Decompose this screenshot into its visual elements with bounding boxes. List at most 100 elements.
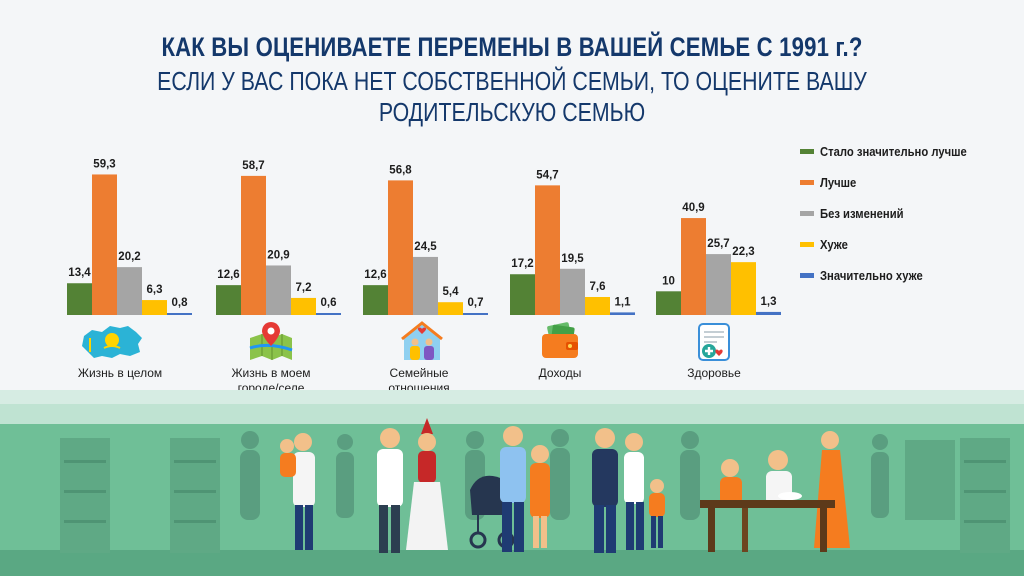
category-label: Здоровье — [654, 366, 774, 381]
bar — [656, 291, 681, 315]
bar-value-label: 25,7 — [707, 238, 729, 250]
legend-item: Значительно хуже — [800, 260, 983, 291]
person-groom — [377, 428, 403, 553]
map-pin-icon — [249, 322, 293, 360]
category-label: Доходы — [500, 366, 620, 381]
bar-group: 17,2 54,7 19,5 7,6 1,1 — [510, 169, 635, 315]
bar — [316, 313, 341, 315]
scene-band — [0, 390, 1024, 404]
bar — [560, 268, 585, 315]
bar — [610, 312, 635, 315]
bar — [756, 311, 781, 315]
bar-value-label: 19,5 — [561, 253, 584, 265]
bar-value-label: 6,3 — [147, 284, 163, 296]
family-scene-illustration — [0, 390, 1024, 576]
window — [905, 440, 955, 520]
category-label-line: Здоровье — [687, 366, 741, 380]
medical-record-icon — [698, 323, 730, 361]
bar-value-label: 12,6 — [217, 269, 239, 281]
bar-value-label: 20,2 — [118, 251, 140, 263]
bar — [142, 300, 167, 315]
bar-value-label: 10 — [662, 275, 675, 287]
bar-value-label: 56,8 — [389, 164, 412, 176]
bar-value-label: 0,7 — [468, 297, 484, 309]
bar-value-label: 20,9 — [267, 249, 289, 261]
legend-label: Хуже — [820, 237, 848, 252]
category-label-line: Доходы — [538, 366, 582, 380]
person-bride — [406, 418, 448, 550]
legend-swatch — [800, 242, 814, 247]
bar-value-label: 1,3 — [761, 296, 777, 308]
bar — [363, 285, 388, 315]
person-father — [500, 426, 526, 552]
legend-swatch — [800, 273, 814, 278]
bar — [535, 185, 560, 315]
legend-item: Стало значительно лучше — [800, 136, 983, 167]
legend-swatch — [800, 180, 814, 185]
person-father-2 — [592, 428, 618, 553]
bar — [117, 267, 142, 315]
bar — [731, 262, 756, 315]
wallet-icon — [542, 322, 578, 358]
family-house-icon — [401, 321, 443, 360]
bar-value-label: 0,6 — [321, 297, 337, 309]
legend-item: Хуже — [800, 229, 983, 260]
bar-value-label: 22,3 — [732, 246, 754, 258]
bar-chart: 13,459,320,26,30,812,658,720,97,20,612,6… — [67, 158, 781, 315]
legend-swatch — [800, 149, 814, 154]
bar-value-label: 12,6 — [364, 269, 386, 281]
legend-label: Без изменений — [820, 206, 904, 221]
bar — [388, 180, 413, 315]
category-label-line: Семейные — [389, 366, 449, 380]
category-label-line: Жизнь в целом — [77, 366, 163, 380]
bar-value-label: 5,4 — [443, 286, 460, 298]
legend-item: Без изменений — [800, 198, 983, 229]
category-label: Жизнь в целом — [60, 366, 180, 381]
person-mother-2 — [624, 433, 644, 550]
person-child — [649, 479, 665, 548]
person-woman-orange — [530, 445, 550, 548]
bar — [706, 254, 731, 315]
bar-group: 12,6 56,8 24,5 5,4 0,7 — [363, 164, 488, 315]
bar-value-label: 58,7 — [242, 160, 264, 172]
bookshelf — [60, 438, 1010, 553]
bar — [167, 313, 192, 315]
person-mother-child — [280, 433, 315, 550]
bar — [681, 218, 706, 315]
bar-value-label: 17,2 — [511, 258, 533, 270]
legend-swatch — [800, 211, 814, 216]
chart-title: КАК ВЫ ОЦЕНИВАЕТЕ ПЕРЕМЕНЫ В ВАШЕЙ СЕМЬЕ… — [161, 32, 863, 62]
bar-value-label: 59,3 — [93, 158, 115, 170]
scene-band — [0, 404, 1024, 424]
bar — [585, 296, 610, 315]
bar-value-label: 24,5 — [414, 241, 437, 253]
chart-subtitle: ЕСЛИ У ВАС ПОКА НЕТ СОБСТВЕННОЙ СЕМЬИ, Т… — [157, 66, 867, 127]
scene-floor — [0, 550, 1024, 576]
legend-item: Лучше — [800, 167, 983, 198]
category-label-line: Жизнь в моем — [231, 366, 311, 380]
bar — [67, 283, 92, 315]
bar — [413, 256, 438, 315]
legend: Стало значительно лучше Лучше Без измене… — [800, 136, 983, 291]
bar — [463, 313, 488, 315]
kazakhstan-map-icon — [82, 326, 142, 358]
bar-group: 12,6 58,7 20,9 7,2 0,6 — [216, 160, 341, 315]
bar-value-label: 0,8 — [172, 297, 189, 309]
bar-group: 10 40,9 25,722,3 1,3 — [656, 202, 781, 315]
bar-value-label: 1,1 — [615, 296, 632, 308]
bar-value-label: 13,4 — [68, 267, 91, 279]
legend-label: Значительно хуже — [820, 268, 923, 283]
bar — [510, 274, 535, 315]
bar-value-label: 54,7 — [536, 169, 558, 181]
bar-value-label: 7,6 — [590, 281, 606, 293]
bar-group: 13,4 59,3 20,2 6,3 0,8 — [67, 158, 192, 315]
bar — [92, 174, 117, 315]
bar — [291, 297, 316, 315]
bar — [438, 302, 463, 315]
bar — [266, 265, 291, 315]
bar — [216, 285, 241, 315]
bar — [241, 175, 266, 315]
dining-table — [700, 431, 850, 552]
crowd-silhouettes — [240, 429, 889, 520]
legend-label: Лучше — [820, 175, 857, 190]
